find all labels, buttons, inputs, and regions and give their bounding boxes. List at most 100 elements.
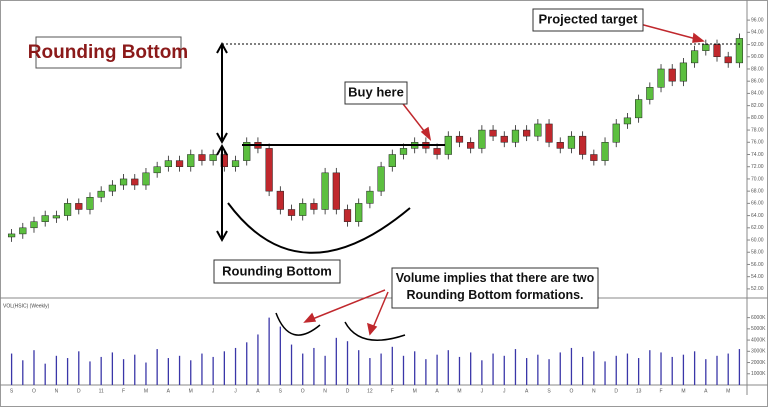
- x-tick-label: M: [413, 388, 417, 394]
- annotation-box: [344, 81, 408, 105]
- candle-body: [444, 135, 452, 155]
- x-tick-label: M: [726, 388, 730, 394]
- y-tick-label: 62.00: [751, 225, 764, 231]
- candle-body: [511, 129, 520, 143]
- candle-body: [119, 178, 128, 186]
- x-tick-label: D: [77, 388, 81, 394]
- candle-body: [231, 160, 240, 167]
- candle-body: [243, 142, 251, 161]
- candle-body: [366, 190, 374, 204]
- annotation: Volume implies that there are two Roundi…: [395, 271, 595, 302]
- candle-body: [601, 142, 609, 161]
- title-box: [35, 36, 182, 69]
- x-tick-label: S: [10, 388, 14, 394]
- y-tick-label: 86.00: [751, 79, 764, 85]
- x-tick-label: F: [391, 388, 394, 394]
- candle-body: [623, 117, 632, 125]
- x-tick-label: O: [570, 388, 574, 394]
- candle-body: [41, 215, 49, 222]
- candle-body: [702, 44, 710, 51]
- y-tick-label: 96.00: [751, 17, 764, 23]
- y-tick-label: 80.00: [751, 115, 764, 121]
- y-tick-label: 70.00: [751, 176, 764, 182]
- candle-body: [679, 62, 688, 82]
- x-tick-label: A: [435, 388, 439, 394]
- y-tick-label: 82.00: [751, 103, 764, 109]
- candle-body: [635, 99, 643, 119]
- x-tick-label: N: [55, 388, 59, 394]
- y-tick-label: 84.00: [751, 91, 764, 97]
- y-tick-label: 92.00: [751, 42, 764, 48]
- annotation-box: [391, 267, 599, 309]
- y-tick-label: 90.00: [751, 54, 764, 60]
- candle-body: [108, 184, 116, 192]
- x-tick-label: 13: [636, 388, 642, 394]
- candle-body: [19, 227, 27, 235]
- y2-tick-label: 3000K: [751, 349, 766, 355]
- candle-body: [388, 154, 396, 167]
- x-tick-label: A: [256, 388, 260, 394]
- x-tick-label: J: [234, 388, 237, 394]
- y2-tick-label: 1000K: [751, 371, 766, 377]
- candle-body: [377, 166, 385, 192]
- x-tick-label: D: [614, 388, 618, 394]
- y-tick-label: 68.00: [751, 188, 764, 194]
- candle-body: [30, 221, 38, 229]
- annotation: Buy here: [348, 84, 404, 99]
- candle-body: [209, 154, 217, 161]
- candle-body: [467, 142, 475, 149]
- candle-body: [75, 203, 83, 210]
- candle-body: [523, 129, 531, 137]
- y-tick-label: 54.00: [751, 274, 764, 280]
- candle-body: [399, 148, 408, 155]
- x-tick-label: O: [301, 388, 305, 394]
- candle-body: [265, 148, 273, 192]
- y2-tick-label: 6000K: [751, 315, 766, 321]
- x-tick-label: M: [457, 388, 461, 394]
- volume-label: VOL(HSIC) (Weekly): [3, 303, 50, 309]
- candle-body: [735, 38, 744, 64]
- candle-body: [478, 129, 486, 149]
- x-tick-label: A: [525, 388, 529, 394]
- annotation-box: [213, 259, 341, 284]
- y-tick-label: 58.00: [751, 250, 764, 256]
- candle-body: [343, 209, 352, 222]
- candle-body: [63, 203, 72, 216]
- x-tick-label: D: [346, 388, 350, 394]
- y-tick-label: 74.00: [751, 152, 764, 158]
- candle-body: [52, 215, 60, 219]
- candle-body: [691, 50, 699, 64]
- candle-body: [287, 209, 296, 216]
- x-tick-label: M: [144, 388, 148, 394]
- y-tick-label: 64.00: [751, 213, 764, 219]
- candle-body: [612, 123, 620, 143]
- candle-body: [545, 123, 553, 143]
- candle-body: [187, 154, 195, 167]
- candle-body: [131, 178, 139, 186]
- x-tick-label: M: [681, 388, 685, 394]
- x-tick-label: O: [32, 388, 36, 394]
- y2-tick-label: 2000K: [751, 360, 766, 366]
- candle-body: [276, 190, 284, 210]
- candle-body: [299, 203, 307, 216]
- candle-body: [355, 203, 363, 222]
- candle-body: [713, 44, 721, 58]
- y2-tick-label: 5000K: [751, 326, 766, 332]
- candle-body: [489, 129, 497, 137]
- candle-body: [590, 154, 598, 161]
- candle-body: [153, 166, 161, 174]
- candle-body: [164, 160, 172, 167]
- chart-title: Rounding Bottom: [28, 42, 188, 63]
- candle-body: [668, 68, 676, 82]
- candle-body: [198, 154, 206, 161]
- y-tick-label: 72.00: [751, 164, 764, 170]
- y-tick-label: 56.00: [751, 262, 764, 268]
- candle-body: [455, 135, 464, 143]
- x-tick-label: A: [167, 388, 171, 394]
- volume-curves: [275, 312, 406, 341]
- rounding-curve: [227, 202, 411, 254]
- y2-tick-label: 4000K: [751, 337, 766, 343]
- candle-body: [556, 142, 564, 149]
- x-tick-label: M: [189, 388, 193, 394]
